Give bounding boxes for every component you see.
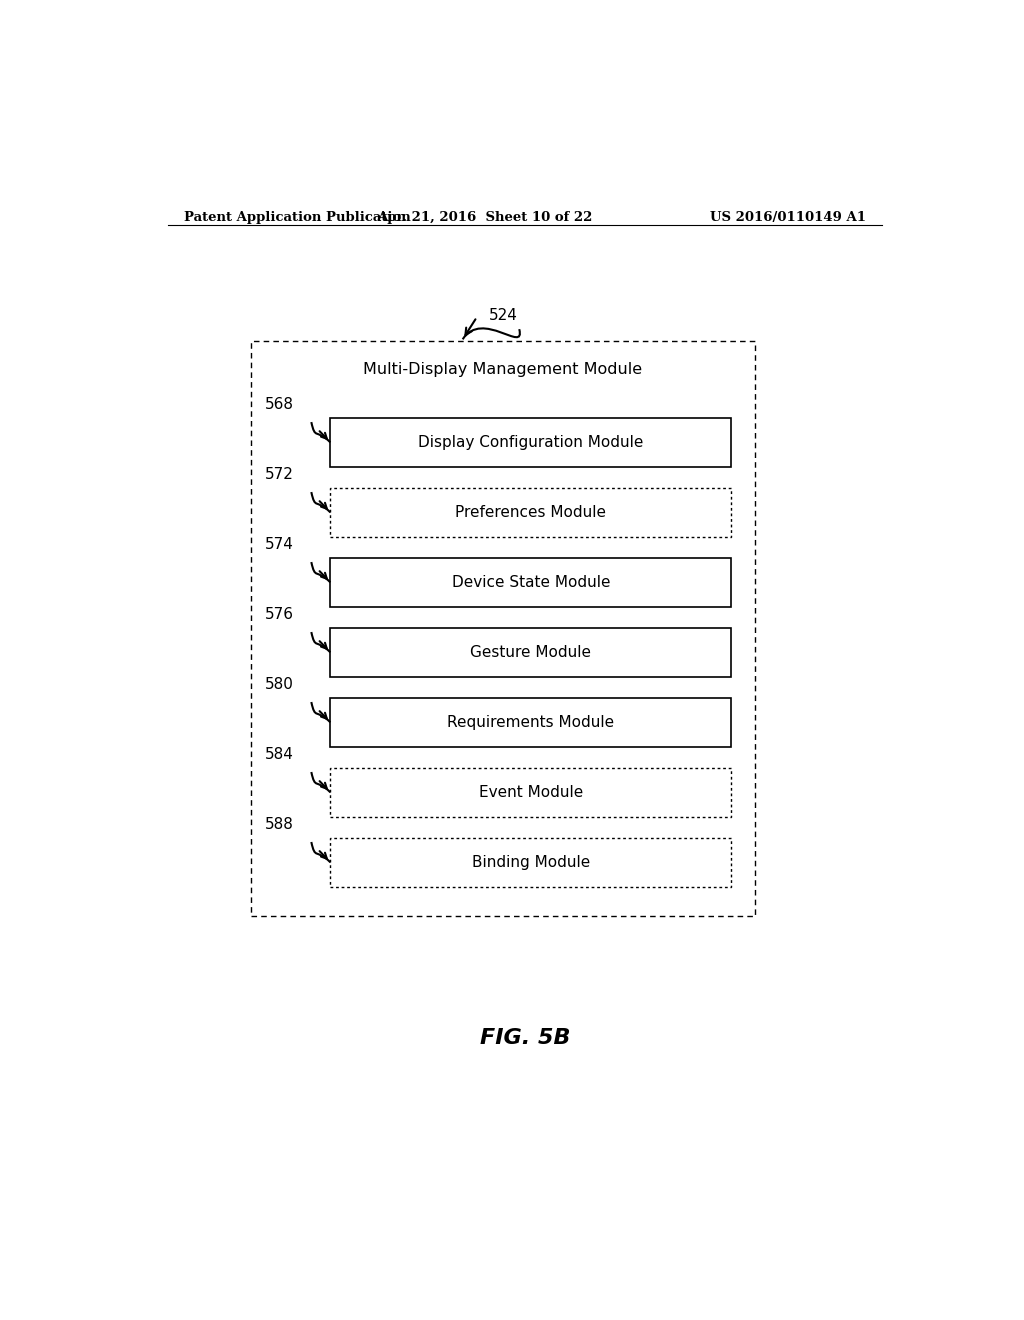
Text: 588: 588	[265, 817, 294, 832]
Bar	[331, 698, 731, 747]
Text: 572: 572	[265, 467, 294, 482]
Text: 568: 568	[265, 397, 294, 412]
Text: Patent Application Publication: Patent Application Publication	[183, 211, 411, 224]
Text: Binding Module: Binding Module	[472, 855, 590, 870]
Text: Device State Module: Device State Module	[452, 576, 610, 590]
Bar	[331, 768, 731, 817]
Text: Multi-Display Management Module: Multi-Display Management Module	[364, 362, 642, 378]
Text: Preferences Module: Preferences Module	[456, 504, 606, 520]
Bar	[331, 838, 731, 887]
Text: Display Configuration Module: Display Configuration Module	[418, 434, 643, 450]
Bar	[251, 342, 755, 916]
Text: 584: 584	[265, 747, 294, 762]
Text: 580: 580	[265, 677, 294, 692]
Text: Event Module: Event Module	[478, 785, 583, 800]
Text: 574: 574	[265, 537, 294, 552]
Text: US 2016/0110149 A1: US 2016/0110149 A1	[710, 211, 866, 224]
Text: 524: 524	[489, 309, 518, 323]
Bar	[331, 558, 731, 607]
Bar	[331, 628, 731, 677]
Bar	[331, 418, 731, 467]
Text: FIG. 5B: FIG. 5B	[479, 1027, 570, 1048]
Text: Gesture Module: Gesture Module	[470, 645, 591, 660]
Text: Requirements Module: Requirements Module	[447, 715, 614, 730]
Text: Apr. 21, 2016  Sheet 10 of 22: Apr. 21, 2016 Sheet 10 of 22	[378, 211, 593, 224]
Text: 576: 576	[265, 607, 294, 622]
Bar	[331, 488, 731, 537]
